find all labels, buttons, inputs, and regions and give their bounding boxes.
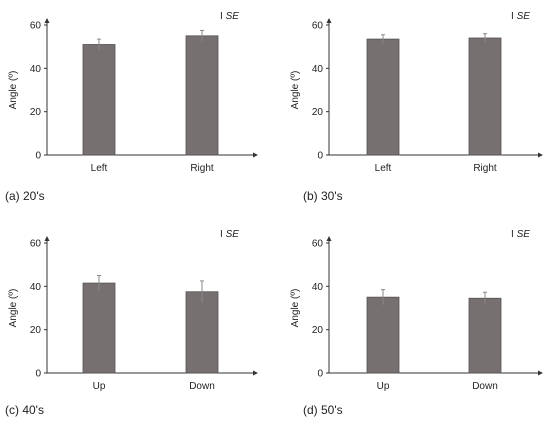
panel-caption: (b) 30's <box>303 189 343 203</box>
se-legend-marker: I <box>220 229 223 240</box>
bar-right <box>468 37 502 156</box>
se-legend-text: SE <box>517 11 531 22</box>
se-legend: I SE <box>511 229 530 240</box>
bar-right <box>185 35 219 156</box>
category-label-up: Up <box>93 381 106 392</box>
y-tick-label: 20 <box>312 325 324 336</box>
y-axis-arrow <box>44 236 50 241</box>
panel-caption: (d) 50's <box>303 403 343 417</box>
y-axis-arrow <box>44 18 50 23</box>
y-tick-label: 60 <box>30 21 42 32</box>
y-tick-label: 20 <box>30 325 42 336</box>
se-legend: I SE <box>220 229 239 240</box>
y-tick-label: 0 <box>317 369 323 380</box>
category-label-down: Down <box>472 381 498 392</box>
category-label-up: Up <box>377 381 390 392</box>
category-label-left: Left <box>375 163 392 174</box>
y-tick-label: 0 <box>317 151 323 162</box>
bar-up <box>82 282 116 374</box>
y-tick-label: 40 <box>312 64 324 75</box>
y-axis-label: Angle (º) <box>8 71 19 110</box>
x-axis-arrow <box>253 152 258 158</box>
se-legend-text: SE <box>226 11 240 22</box>
chart-panel-4: 0 20 40 60 Angle (º) Up Down I SE (d) 50's <box>290 229 543 417</box>
category-label-left: Left <box>91 163 108 174</box>
bar-down <box>185 291 219 374</box>
y-tick-label: 60 <box>312 239 324 250</box>
se-legend-text: SE <box>226 229 240 240</box>
y-tick-label: 40 <box>30 64 42 75</box>
category-label-right: Right <box>473 163 497 174</box>
y-tick-label: 60 <box>312 21 324 32</box>
panel-caption: (a) 20's <box>5 189 45 203</box>
x-axis-arrow <box>253 370 258 376</box>
se-legend: I SE <box>220 11 239 22</box>
se-legend: I SE <box>511 11 530 22</box>
y-tick-label: 0 <box>35 369 41 380</box>
chart-panel-1: 0 20 40 60 Angle (º) Left Right I SE (a) 20's <box>5 11 258 203</box>
bar-down <box>468 297 502 374</box>
y-tick-label: 40 <box>30 282 42 293</box>
se-legend-text: SE <box>517 229 531 240</box>
bar-left <box>366 38 400 156</box>
y-tick-label: 60 <box>30 239 42 250</box>
x-axis-arrow <box>538 152 543 158</box>
y-axis-label: Angle (º) <box>290 71 301 110</box>
category-label-down: Down <box>189 381 215 392</box>
chart-panel-3: 0 20 40 60 Angle (º) Up Down I SE (c) 40's <box>5 229 258 417</box>
y-axis-arrow <box>326 236 332 241</box>
bar-up <box>366 296 400 374</box>
bar-left <box>82 44 116 156</box>
y-tick-label: 20 <box>30 107 42 118</box>
y-tick-label: 40 <box>312 282 324 293</box>
y-axis-arrow <box>326 18 332 23</box>
se-legend-marker: I <box>220 11 223 22</box>
chart-panel-2: 0 20 40 60 Angle (º) Left Right I SE (b) 30's <box>290 11 543 203</box>
category-label-right: Right <box>190 163 214 174</box>
panel-caption: (c) 40's <box>5 403 44 417</box>
y-tick-label: 20 <box>312 107 324 118</box>
y-axis-label: Angle (º) <box>290 289 301 328</box>
y-tick-label: 0 <box>35 151 41 162</box>
x-axis-arrow <box>538 370 543 376</box>
y-axis-label: Angle (º) <box>8 289 19 328</box>
se-legend-marker: I <box>511 229 514 240</box>
se-legend-marker: I <box>511 11 514 22</box>
